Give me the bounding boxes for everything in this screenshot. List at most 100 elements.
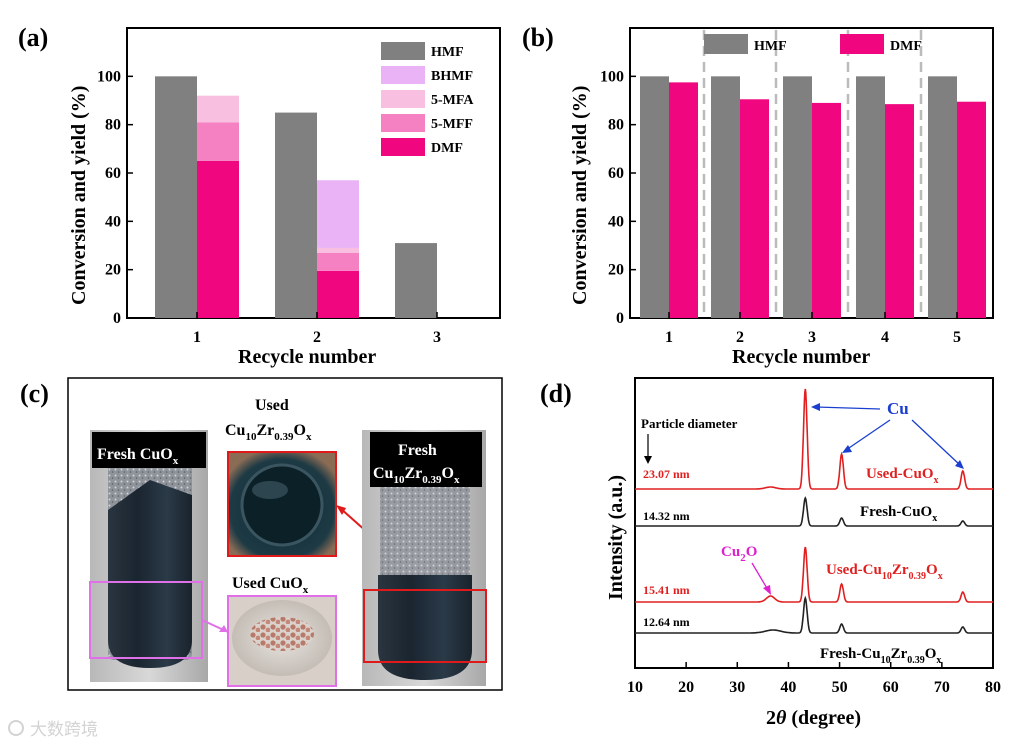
bar-b-dmf-2	[740, 99, 769, 319]
used-cat-flask-reflection	[252, 481, 288, 499]
cu-arrow-2	[845, 419, 891, 451]
panel-a-letter: (a)	[18, 23, 48, 52]
watermark-text: 大数跨境	[30, 720, 98, 740]
bar-a-5-mff-2	[317, 252, 359, 271]
xrd-trace-used-cuox	[635, 388, 993, 490]
fresh-cuox-label: Fresh CuOx	[97, 446, 179, 467]
chart-d-xtick-label: 30	[729, 679, 745, 696]
chart-b-xtick-label: 3	[808, 329, 816, 346]
cu2o-label: Cu2O	[721, 544, 757, 564]
used-cat-flask	[240, 463, 324, 547]
xrd-series-label: Used-Cu10Zr0.39Ox	[826, 562, 943, 582]
chart-b-ytick-label: 20	[608, 262, 624, 279]
red-arrowhead	[336, 505, 346, 515]
fresh-cat-label-line2: Cu10Zr0.39Ox	[373, 465, 460, 486]
used-cat-label-line2: Cu10Zr0.39Ox	[225, 422, 312, 443]
chart-a-xtick-label: 1	[193, 329, 201, 346]
chart-d-xtick-label: 40	[780, 679, 796, 696]
bar-b-hmf-4	[856, 76, 885, 318]
legend-a-swatch-5-mfa	[381, 90, 425, 108]
xrd-trace-fresh-cuox	[635, 496, 993, 527]
particle-diameter-label: Particle diameter	[641, 416, 738, 431]
xrd-series-label: Fresh-Cu10Zr0.39Ox	[820, 646, 941, 666]
chart-a-ytick-label: 20	[105, 262, 121, 279]
watermark: 大数跨境	[8, 720, 98, 740]
legend-b-swatch-dmf	[840, 34, 884, 54]
pink-arrowhead	[219, 625, 228, 632]
legend-a-label-dmf: DMF	[431, 141, 463, 156]
xrd-diameter-label: 12.64 nm	[643, 615, 690, 629]
fresh-cat-highlight	[363, 589, 487, 663]
legend-a-label-hmf: HMF	[431, 45, 464, 60]
bar-a-5-mfa-1	[197, 95, 239, 123]
fresh-cuox-tube: Fresh CuOx	[89, 430, 208, 682]
fresh-cat-label-bg	[370, 432, 482, 487]
chart-b: 0 20 40 60 80 100 1 2 3 4 5 Recycle number Conver…	[569, 27, 994, 368]
particle-arrowhead	[644, 456, 652, 464]
xrd-trace-used-cu10zr039ox	[635, 546, 993, 603]
panel-d-letter: (d)	[540, 379, 572, 408]
xrd-series-label: Fresh-CuOx	[860, 504, 937, 524]
xrd-diameter-label: 15.41 nm	[643, 583, 690, 597]
fresh-cuox-label-bg	[92, 432, 206, 468]
fresh-cat-powder-top	[380, 470, 470, 580]
xrd-diameter-label: 14.32 nm	[643, 509, 690, 523]
bar-a-5-mff-1	[197, 122, 239, 161]
chart-a-xlabel: Recycle number	[238, 346, 376, 368]
used-cat-label-line1: Used	[255, 397, 289, 414]
bar-b-hmf-1	[640, 76, 669, 318]
chart-a-xtick-label: 2	[313, 329, 321, 346]
chart-b-ytick-label: 60	[608, 165, 624, 182]
bar-a-hmf-2	[275, 112, 317, 318]
xrd-trace-fresh-cu10zr039ox	[635, 595, 993, 634]
fresh-cat-label-line1: Fresh	[398, 442, 437, 459]
chart-a-ytick-label: 0	[113, 310, 121, 327]
chart-d-ylabel: Intensity (a.u.)	[605, 475, 627, 600]
legend-a-label-5-mff: 5-MFF	[431, 117, 473, 132]
chart-a-xtick-label: 3	[433, 329, 441, 346]
bar-b-hmf-3	[783, 76, 812, 318]
chart-d-xtick-label: 80	[985, 679, 1001, 696]
chart-b-ylabel: Conversion and yield (%)	[569, 86, 591, 305]
legend-b-label-hmf: HMF	[754, 39, 787, 54]
legend-a-label-bhmf: BHMF	[431, 69, 473, 84]
chart-a-ytick-label: 40	[105, 213, 121, 230]
bar-b-dmf-3	[812, 102, 841, 319]
legend-a-swatch-bhmf	[381, 66, 425, 84]
legend-a-swatch-dmf	[381, 138, 425, 156]
chart-d-xtick-label: 70	[934, 679, 950, 696]
legend-b-label-dmf: DMF	[890, 39, 922, 54]
chart-d-xtick-label: 20	[678, 679, 694, 696]
chart-b-ytick-label: 100	[600, 68, 624, 85]
cu2o-arrowhead	[763, 585, 771, 595]
chart-b-xlabel: Recycle number	[732, 346, 870, 368]
chart-d-xtick-label: 60	[883, 679, 899, 696]
bar-b-hmf-5	[928, 76, 957, 318]
panel-b-letter: (b)	[522, 23, 554, 52]
xrd-series-label: Used-CuOx	[866, 466, 939, 486]
chart-b-ytick-label: 0	[616, 310, 624, 327]
cu2o-arrow	[751, 562, 769, 591]
watermark-icon	[8, 720, 24, 736]
chart-d-frame	[634, 377, 994, 669]
xrd-diameter-label: 23.07 nm	[643, 467, 690, 481]
chart-b-ytick-label: 40	[608, 213, 624, 230]
bar-a-hmf-3	[395, 243, 437, 318]
fresh-cat-tube: Fresh Cu10Zr0.39Ox	[362, 430, 487, 686]
bar-b-dmf-4	[885, 104, 914, 318]
bar-a-dmf-2	[317, 270, 359, 318]
fresh-cat-liquid	[378, 575, 472, 680]
chart-a-ylabel: Conversion and yield (%)	[68, 86, 90, 305]
chart-a: 0 20 40 60 80 100 1 2 3 Recycle number Conversi…	[68, 27, 501, 368]
chart-d: 10 20 30 40 50 60 70 80 2θ (degree) Intensity (…	[605, 377, 1001, 729]
chart-a-ytick-label: 60	[105, 165, 121, 182]
cu-arrows	[811, 403, 964, 469]
cu-peak-label: Cu	[887, 399, 909, 418]
chart-a-ytick-label: 100	[97, 68, 121, 85]
cu-arrowhead-2	[842, 445, 852, 453]
cu-arrow-3	[911, 419, 961, 466]
bar-a-bhmf-2	[317, 180, 359, 248]
legend-b-swatch-hmf	[704, 34, 748, 54]
panel-c-letter: (c)	[20, 379, 49, 408]
